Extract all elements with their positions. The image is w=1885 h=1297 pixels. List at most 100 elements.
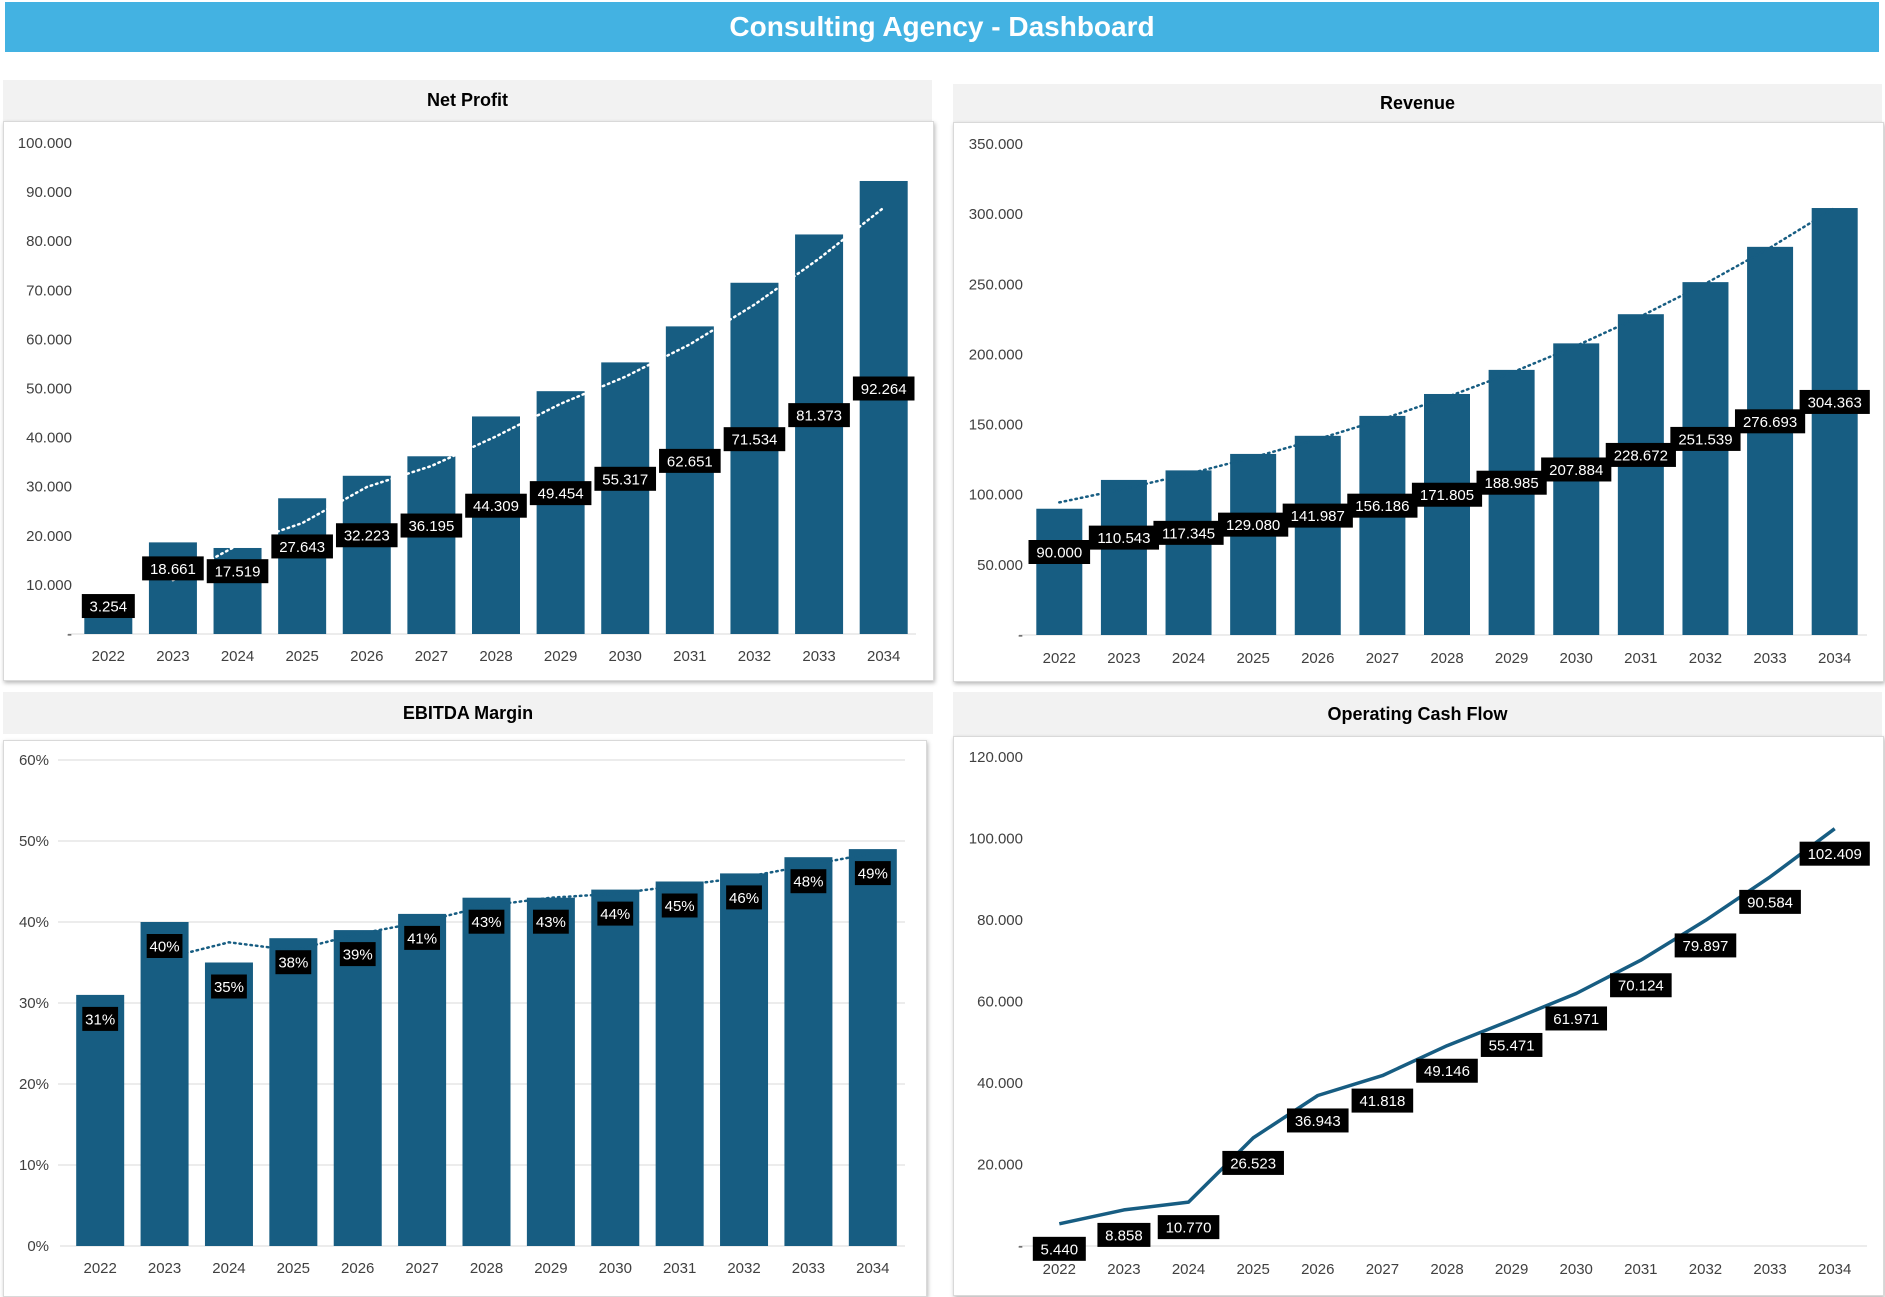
operating-cash-flow-x-tick: 2034 bbox=[1818, 1261, 1851, 1278]
net-profit-x-tick: 2026 bbox=[350, 648, 383, 665]
ebitda-margin-data-label: 48% bbox=[790, 869, 827, 894]
net-profit-y-tick: 30.000 bbox=[26, 479, 72, 496]
svg-text:32.223: 32.223 bbox=[344, 528, 390, 545]
ebitda-margin-data-label: 44% bbox=[597, 901, 634, 926]
svg-text:251.539: 251.539 bbox=[1678, 431, 1732, 448]
ebitda-margin-bar bbox=[591, 889, 640, 1246]
net-profit-bar bbox=[278, 498, 327, 634]
net-profit-bar bbox=[730, 282, 779, 634]
svg-text:55.317: 55.317 bbox=[602, 471, 648, 488]
svg-text:117.345: 117.345 bbox=[1162, 525, 1215, 542]
net-profit-bar bbox=[407, 456, 456, 634]
net-profit-data-label: 18.661 bbox=[142, 556, 204, 581]
net-profit-x-tick: 2022 bbox=[92, 648, 125, 665]
operating-cash-flow-x-tick: 2027 bbox=[1366, 1261, 1399, 1278]
net-profit-x-tick: 2030 bbox=[609, 648, 642, 665]
operating-cash-flow-x-tick: 2028 bbox=[1430, 1261, 1463, 1278]
net-profit-y-tick: 40.000 bbox=[26, 430, 72, 447]
revenue-data-label: 129.080 bbox=[1218, 512, 1289, 537]
svg-text:110.543: 110.543 bbox=[1097, 530, 1150, 547]
ebitda-margin-bar bbox=[655, 881, 704, 1246]
svg-text:18.661: 18.661 bbox=[150, 561, 196, 578]
net-profit-y-tick: - bbox=[67, 626, 72, 643]
svg-text:102.409: 102.409 bbox=[1808, 846, 1862, 863]
revenue-bar bbox=[1424, 393, 1470, 635]
net-profit-x-tick: 2028 bbox=[479, 648, 512, 665]
ebitda-margin-data-label: 38% bbox=[275, 950, 312, 975]
net-profit-data-label: 81.373 bbox=[788, 403, 850, 428]
revenue-bar bbox=[1165, 470, 1212, 635]
svg-text:39%: 39% bbox=[343, 947, 373, 964]
revenue-bar bbox=[1811, 208, 1858, 635]
ebitda-margin-data-label: 40% bbox=[146, 934, 183, 958]
net-profit-y-tick: 100.000 bbox=[18, 135, 72, 152]
svg-text:188.985: 188.985 bbox=[1484, 475, 1538, 492]
net-profit-data-label: 49.454 bbox=[529, 481, 592, 506]
revenue-bar bbox=[1553, 343, 1600, 635]
svg-text:41%: 41% bbox=[407, 930, 437, 947]
ebitda-margin-y-tick: 0% bbox=[27, 1238, 49, 1255]
ebitda-margin-x-tick: 2026 bbox=[341, 1260, 374, 1277]
operating-cash-flow-data-label: 10.770 bbox=[1157, 1215, 1220, 1240]
svg-text:276.693: 276.693 bbox=[1743, 414, 1797, 431]
ebitda-margin-x-tick: 2028 bbox=[470, 1260, 503, 1277]
revenue-title: Revenue bbox=[953, 84, 1882, 122]
svg-text:3.254: 3.254 bbox=[90, 599, 128, 616]
svg-text:35%: 35% bbox=[214, 979, 244, 996]
net-profit-data-label: 71.534 bbox=[723, 427, 786, 452]
svg-text:49.146: 49.146 bbox=[1424, 1063, 1470, 1080]
revenue-data-label: 90.000 bbox=[1028, 540, 1091, 564]
ebitda-margin-x-tick: 2027 bbox=[405, 1260, 438, 1277]
ebitda-margin-data-label: 35% bbox=[211, 974, 247, 999]
operating-cash-flow-data-label: 41.818 bbox=[1351, 1088, 1414, 1113]
operating-cash-flow-data-label: 55.471 bbox=[1480, 1032, 1543, 1057]
revenue-y-tick: 50.000 bbox=[977, 557, 1023, 574]
operating-cash-flow-x-tick: 2022 bbox=[1043, 1261, 1076, 1278]
svg-text:156.186: 156.186 bbox=[1355, 498, 1409, 515]
svg-text:46%: 46% bbox=[729, 890, 759, 907]
operating-cash-flow-x-tick: 2032 bbox=[1689, 1261, 1722, 1278]
ebitda-margin-x-tick: 2029 bbox=[534, 1260, 567, 1277]
revenue-bar bbox=[1100, 479, 1147, 635]
ebitda-margin-plot: 0% 10% 20% 30% 40% 50% 60% 2022 2023 2024 2025 2026… bbox=[19, 752, 905, 1277]
revenue-y-tick: 300.000 bbox=[969, 206, 1023, 223]
operating-cash-flow-chart: - 20.000 40.000 60.000 80.000 100.000 120.000 2… bbox=[953, 736, 1884, 1296]
operating-cash-flow-data-label: 70.124 bbox=[1610, 973, 1672, 998]
svg-text:8.858: 8.858 bbox=[1105, 1227, 1143, 1244]
revenue-bar bbox=[1036, 508, 1083, 635]
net-profit-data-label: 17.519 bbox=[206, 559, 269, 584]
revenue-bar bbox=[1747, 246, 1794, 636]
revenue-bar bbox=[1230, 453, 1277, 635]
revenue-data-label: 156.186 bbox=[1347, 493, 1418, 518]
net-profit-data-label: 44.309 bbox=[465, 493, 527, 518]
operating-cash-flow-y-tick: 80.000 bbox=[977, 912, 1023, 929]
operating-cash-flow-data-label: 36.943 bbox=[1286, 1108, 1349, 1133]
ebitda-margin-x-tick: 2032 bbox=[727, 1260, 760, 1277]
net-profit-bar bbox=[84, 618, 133, 634]
svg-text:44%: 44% bbox=[600, 906, 630, 923]
revenue-data-label: 276.693 bbox=[1734, 409, 1806, 434]
svg-text:5.440: 5.440 bbox=[1041, 1241, 1079, 1258]
svg-text:92.264: 92.264 bbox=[861, 381, 907, 398]
revenue-bar bbox=[1617, 314, 1664, 635]
svg-text:207.884: 207.884 bbox=[1549, 462, 1603, 479]
net-profit-data-label: 3.254 bbox=[81, 594, 135, 619]
revenue-data-label: 117.345 bbox=[1153, 520, 1224, 545]
ebitda-margin-y-tick: 10% bbox=[19, 1157, 49, 1174]
revenue-bar bbox=[1488, 369, 1535, 635]
net-profit-data-label: 32.223 bbox=[335, 523, 398, 548]
net-profit-y-tick: 80.000 bbox=[26, 233, 72, 250]
svg-text:36.943: 36.943 bbox=[1295, 1113, 1341, 1130]
svg-text:36.195: 36.195 bbox=[408, 518, 454, 535]
revenue-y-tick: 250.000 bbox=[969, 276, 1023, 293]
revenue-trendline bbox=[1058, 206, 1836, 504]
revenue-data-label: 188.985 bbox=[1476, 470, 1547, 495]
ebitda-margin-bar bbox=[76, 994, 125, 1246]
net-profit-data-label: 55.317 bbox=[594, 466, 657, 491]
svg-text:31%: 31% bbox=[85, 1011, 115, 1028]
revenue-y-tick: - bbox=[1018, 627, 1023, 644]
ebitda-margin-data-label: 43% bbox=[532, 909, 569, 934]
revenue-bar bbox=[1294, 435, 1341, 635]
svg-text:61.971: 61.971 bbox=[1553, 1011, 1599, 1028]
net-profit-y-tick: 50.000 bbox=[26, 381, 72, 398]
